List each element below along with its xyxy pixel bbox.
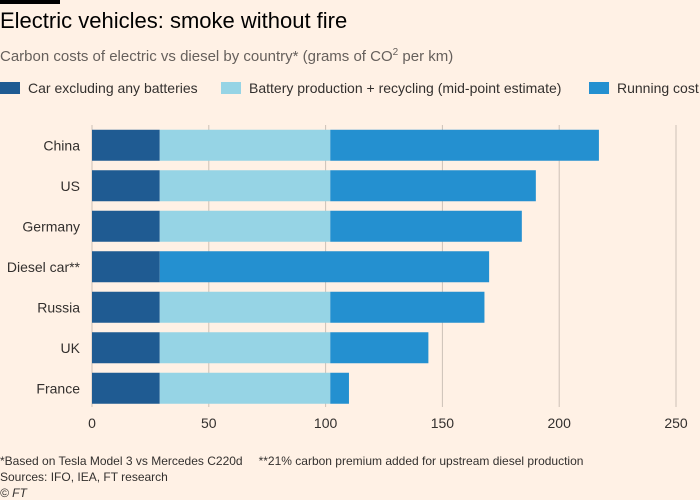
footnote-sources: Sources: IFO, IEA, FT research [0,470,168,484]
chart-plot: 0 50 100 150 200 250 China US Germany Diesel car*… [7,125,688,431]
bar-germany-series-0 [92,210,160,242]
bar-uk-series-0 [92,332,160,364]
top-rule [0,0,60,4]
bar-us-series-1 [159,170,331,202]
category-label-diesel-car: Diesel car** [7,259,81,275]
bar-us-series-2 [330,170,536,202]
bar-germany-series-2 [330,210,522,242]
subtitle-superscript: 2 [392,47,399,58]
bar-uk-series-2 [330,332,429,364]
category-label-germany: Germany [22,218,80,234]
legend-swatch-running [589,82,609,94]
category-label-uk: UK [61,340,81,356]
category-label-china: China [43,137,80,153]
bar-us-series-0 [92,170,160,202]
legend-label-battery: Battery production + recycling (mid-poin… [249,80,562,96]
footnote-copyright: © FT [0,486,27,500]
footnote-line: *Based on Tesla Model 3 vs Mercedes C220… [0,454,583,468]
chart-subtitle: Carbon costs of electric vs diesel by co… [0,47,453,65]
legend-item-car: Car excluding any batteries [0,80,198,98]
footnote-model: *Based on Tesla Model 3 vs Mercedes C220… [0,454,243,468]
tick-label-50: 50 [201,415,217,431]
legend-swatch-car [0,82,20,94]
label-layer: 0 50 100 150 200 250 China US Germany Diesel car*… [7,137,688,431]
legend-label-running: Running cost [617,80,699,96]
bar-russia-series-0 [92,291,160,323]
chart-title: Electric vehicles: smoke without fire [0,8,348,33]
legend: Car excluding any batteries Battery prod… [0,80,700,98]
footnote-diesel: **21% carbon premium added for upstream … [258,454,584,468]
bar-france-series-1 [159,372,331,404]
legend-label-car: Car excluding any batteries [28,80,198,96]
bar-china-series-2 [330,129,599,161]
tick-label-250: 250 [664,415,688,431]
bar-diesel-car-series-2 [159,251,490,283]
bar-china-series-1 [159,129,331,161]
bar-layer [92,129,599,404]
bar-uk-series-1 [159,332,331,364]
bar-china-series-0 [92,129,160,161]
subtitle-text: Carbon costs of electric vs diesel by co… [0,48,393,65]
bar-russia-series-1 [159,291,331,323]
category-label-france: France [36,380,80,396]
tick-label-200: 200 [548,415,572,431]
legend-item-running: Running cost [589,80,699,98]
legend-item-battery: Battery production + recycling (mid-poin… [221,80,561,98]
bar-france-series-0 [92,372,160,404]
legend-swatch-battery [221,82,241,94]
bar-russia-series-2 [330,291,485,323]
category-label-us: US [61,178,80,194]
bar-france-series-2 [330,372,349,404]
tick-label-150: 150 [431,415,455,431]
bar-germany-series-1 [159,210,331,242]
tick-label-0: 0 [88,415,96,431]
category-label-russia: Russia [37,299,80,315]
subtitle-text-end: per km) [398,48,454,65]
tick-label-100: 100 [314,415,338,431]
bar-diesel-car-series-0 [92,251,160,283]
